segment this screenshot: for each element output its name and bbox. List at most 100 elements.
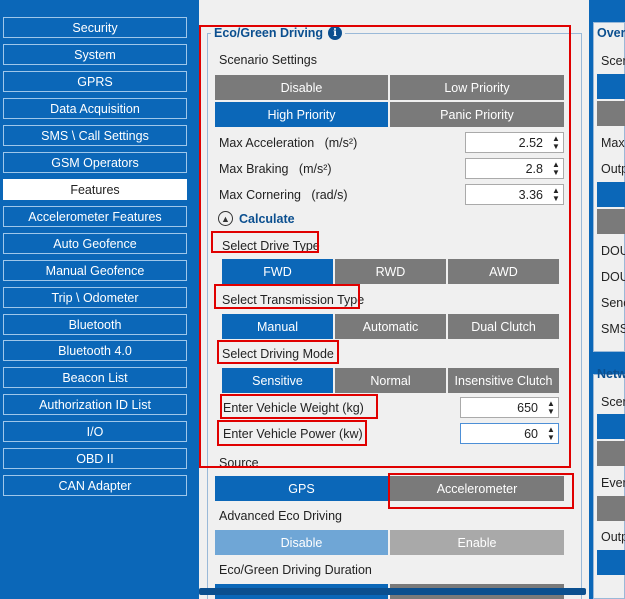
right-label: Scer — [601, 54, 625, 68]
annotation-power-box — [217, 420, 367, 446]
max-acceleration-unit: (m/s²) — [324, 136, 358, 150]
max-acceleration-text: Max Acceleration — [219, 136, 315, 150]
sidebar-item-bluetooth[interactable]: Bluetooth — [3, 314, 187, 335]
max-braking-value: 2.8 — [525, 161, 543, 176]
driving-mode-normal-button[interactable]: Normal — [335, 368, 447, 393]
eco-driving-duration-label: Eco/Green Driving Duration — [219, 563, 372, 577]
max-cornering-label: Max Cornering (rad/s) — [219, 188, 348, 202]
max-braking-label: Max Braking (m/s²) — [219, 162, 332, 176]
right-label: Ever — [601, 476, 625, 490]
annotation-eco-section-box — [199, 25, 571, 468]
advanced-disable-button[interactable]: Disable — [215, 530, 389, 555]
sidebar-item-io[interactable]: I/O — [3, 421, 187, 442]
sidebar-item-trip-odometer[interactable]: Trip \ Odometer — [3, 287, 187, 308]
calculate-toggle[interactable]: ▲ Calculate — [218, 211, 295, 226]
annotation-accelerometer-box — [388, 473, 574, 509]
max-braking-stepper[interactable]: 2.8 ▲ ▼ — [465, 158, 564, 179]
horizontal-scrollbar[interactable] — [199, 588, 586, 595]
annotation-transmission-box — [214, 284, 360, 309]
max-acceleration-value: 2.52 — [518, 135, 543, 150]
sidebar-item-obd-ii[interactable]: OBD II — [3, 448, 187, 469]
right-label: Max — [601, 136, 625, 150]
network-title: Netw — [597, 367, 625, 381]
right-label: Senc — [601, 296, 625, 310]
transmission-dual-clutch-button[interactable]: Dual Clutch — [448, 314, 560, 339]
transmission-automatic-button[interactable]: Automatic — [335, 314, 447, 339]
stepper-arrows-icon[interactable]: ▲ ▼ — [552, 185, 560, 203]
source-accelerometer-button[interactable]: Accelerometer — [390, 476, 565, 501]
stepper-arrows-icon[interactable]: ▲ ▼ — [552, 133, 560, 151]
driving-mode-insensitive-clutch-button[interactable]: Insensitive Clutch — [448, 368, 560, 393]
right-label: DOU — [601, 270, 625, 284]
stepper-arrows-icon[interactable]: ▲ ▼ — [547, 424, 555, 442]
right-segment[interactable] — [597, 182, 625, 207]
calculate-label: Calculate — [239, 211, 295, 226]
right-segment[interactable] — [597, 101, 625, 126]
vehicle-weight-label: Enter Vehicle Weight (kg) — [223, 401, 364, 415]
scenario-settings-label: Scenario Settings — [219, 53, 317, 67]
sidebar-item-can-adapter[interactable]: CAN Adapter — [3, 475, 187, 496]
sidebar-item-auto-geofence[interactable]: Auto Geofence — [3, 233, 187, 254]
source-gps-button[interactable]: GPS — [215, 476, 389, 501]
transmission-type-label: Select Transmission Type — [222, 293, 365, 307]
sidebar-item-security[interactable]: Security — [3, 17, 187, 38]
sidebar-item-data-acquisition[interactable]: Data Acquisition — [3, 98, 187, 119]
scenario-panic-priority-button[interactable]: Panic Priority — [390, 102, 565, 127]
annotation-driving-mode-box — [217, 340, 339, 364]
scenario-disable-button[interactable]: Disable — [215, 75, 389, 100]
stepper-arrows-icon[interactable]: ▲ ▼ — [547, 398, 555, 416]
max-braking-text: Max Braking — [219, 162, 289, 176]
sidebar-item-bluetooth-4[interactable]: Bluetooth 4.0 — [3, 340, 187, 361]
max-cornering-stepper[interactable]: 3.36 ▲ ▼ — [465, 184, 564, 205]
sidebar-item-beacon-list[interactable]: Beacon List — [3, 367, 187, 388]
vehicle-weight-stepper[interactable]: 650 ▲ ▼ — [460, 397, 559, 418]
right-segment[interactable] — [597, 414, 625, 439]
sidebar: Security System GPRS Data Acquisition SM… — [0, 0, 196, 599]
right-label: DOU — [601, 244, 625, 258]
max-acceleration-stepper[interactable]: 2.52 ▲ ▼ — [465, 132, 564, 153]
right-segment[interactable] — [597, 209, 625, 234]
right-label: SMS — [601, 322, 625, 336]
drive-type-fwd-button[interactable]: FWD — [222, 259, 334, 284]
right-label: Scer — [601, 395, 625, 409]
sidebar-item-gsm-operators[interactable]: GSM Operators — [3, 152, 187, 173]
right-label: Outp — [601, 530, 625, 544]
max-cornering-value: 3.36 — [518, 187, 543, 202]
sidebar-item-sms-call-settings[interactable]: SMS \ Call Settings — [3, 125, 187, 146]
vehicle-power-label: Enter Vehicle Power (kw) — [223, 427, 363, 441]
advanced-enable-button[interactable]: Enable — [390, 530, 565, 555]
max-acceleration-label: Max Acceleration (m/s²) — [219, 136, 357, 150]
chevron-up-icon: ▲ — [218, 211, 233, 226]
drive-type-rwd-button[interactable]: RWD — [335, 259, 447, 284]
sidebar-item-manual-geofence[interactable]: Manual Geofence — [3, 260, 187, 281]
stepper-arrows-icon[interactable]: ▲ ▼ — [552, 159, 560, 177]
driving-mode-sensitive-button[interactable]: Sensitive — [222, 368, 334, 393]
eco-driving-title: Eco/Green Driving i — [211, 25, 346, 41]
transmission-manual-button[interactable]: Manual — [222, 314, 334, 339]
sidebar-item-gprs[interactable]: GPRS — [3, 71, 187, 92]
right-segment[interactable] — [597, 74, 625, 99]
info-icon[interactable]: i — [328, 26, 343, 40]
driving-mode-label: Select Driving Mode — [222, 347, 334, 361]
right-label: Outp — [601, 162, 625, 176]
right-segment[interactable] — [597, 496, 625, 521]
annotation-weight-box — [220, 394, 378, 419]
drive-type-label: Select Drive Type — [222, 239, 320, 253]
vehicle-power-stepper[interactable]: 60 ▲ ▼ — [460, 423, 559, 444]
eco-driving-title-text: Eco/Green Driving — [214, 26, 324, 40]
advanced-eco-driving-label: Advanced Eco Driving — [219, 509, 342, 523]
annotation-drive-type-box — [211, 231, 319, 253]
scenario-low-priority-button[interactable]: Low Priority — [390, 75, 565, 100]
overspeed-title: Over — [597, 26, 625, 40]
right-segment[interactable] — [597, 441, 625, 466]
drive-type-awd-button[interactable]: AWD — [448, 259, 560, 284]
sidebar-item-accelerometer-features[interactable]: Accelerometer Features — [3, 206, 187, 227]
sidebar-item-features[interactable]: Features — [3, 179, 187, 200]
sidebar-item-authorization-id-list[interactable]: Authorization ID List — [3, 394, 187, 415]
sidebar-item-system[interactable]: System — [3, 44, 187, 65]
vehicle-power-value: 60 — [524, 426, 538, 441]
scenario-high-priority-button[interactable]: High Priority — [215, 102, 389, 127]
right-segment[interactable] — [597, 550, 625, 575]
max-braking-unit: (m/s²) — [298, 162, 332, 176]
vehicle-weight-value: 650 — [517, 400, 538, 415]
